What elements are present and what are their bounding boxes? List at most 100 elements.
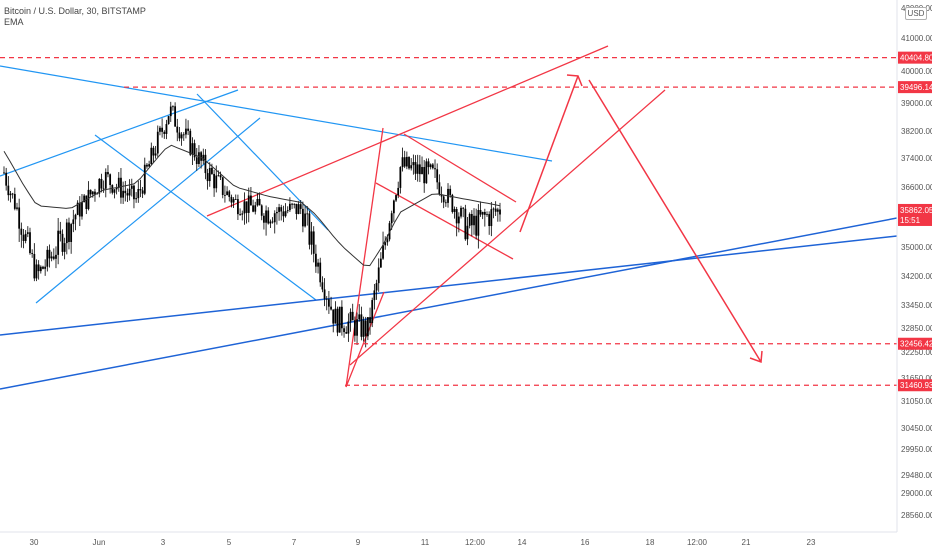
time-tick-label: 23: [807, 538, 816, 547]
price-tick-label: 37400.00: [901, 154, 932, 163]
candle-body: [169, 106, 172, 117]
candle-body: [198, 152, 200, 165]
price-tick-label: 40000.00: [901, 67, 932, 76]
candle-body: [180, 134, 183, 139]
candle-body: [353, 320, 356, 336]
bar-countdown-label: 15:51: [900, 216, 921, 225]
candle-body: [224, 194, 226, 196]
candle-body: [479, 210, 482, 215]
candle-body: [273, 213, 276, 223]
projection-up-arrow-line: [519, 75, 579, 233]
candle-body: [366, 317, 369, 337]
candle-body: [133, 185, 135, 200]
candle-body: [37, 264, 40, 272]
candle-body: [29, 232, 31, 254]
candle-body: [310, 231, 313, 245]
price-tick-label: 38200.00: [901, 127, 932, 136]
candle-body: [470, 213, 473, 226]
candle-body: [429, 164, 432, 168]
price-tick-label: 35000.00: [901, 243, 932, 252]
time-tick-label: 9: [356, 538, 361, 547]
candle-body: [200, 152, 203, 161]
red-rise-line-b: [345, 291, 385, 388]
price-tick-label: 32250.00: [901, 348, 932, 357]
candle-body: [91, 191, 94, 195]
candle-body: [165, 124, 168, 134]
candle-body: [57, 230, 60, 255]
candle-body: [375, 283, 378, 291]
candle-body: [206, 173, 209, 182]
candle-body: [44, 266, 47, 269]
candle-body: [317, 262, 319, 267]
candle-body: [245, 201, 248, 213]
candle-body: [42, 266, 44, 269]
descending-diagonal-line: [94, 134, 317, 301]
current-price-tag: [898, 203, 932, 226]
candle-body: [494, 208, 497, 212]
indicator-label: EMA: [4, 17, 24, 27]
price-tick-label: 39000.00: [901, 99, 932, 108]
symbol-title: Bitcoin / U.S. Dollar, 30, BITSTAMP: [4, 6, 146, 16]
candle-body: [141, 190, 144, 194]
price-tick-label: 32850.00: [901, 324, 932, 333]
red-flag-bottom: [375, 182, 514, 260]
price-tick-label: 41000.00: [901, 34, 932, 43]
candle-body: [260, 205, 263, 216]
candle-body: [373, 290, 376, 301]
price-tick-label: 34200.00: [901, 272, 932, 281]
time-tick-label: 21: [742, 538, 751, 547]
long-trend-line-lower: [0, 217, 898, 390]
candle-body: [282, 211, 285, 217]
candle-body: [150, 147, 153, 165]
candle-body: [20, 228, 23, 235]
candle-body: [308, 213, 311, 245]
candle-body: [24, 233, 27, 241]
price-axis[interactable]: 28560.00 29000.00 29480.00 29950.00 30450.00…: [896, 0, 932, 532]
candle-body: [100, 178, 103, 189]
candle-body: [122, 190, 125, 198]
candle-body: [124, 190, 127, 194]
candle-body: [334, 308, 337, 324]
candle-body: [72, 219, 75, 225]
candle-body: [31, 253, 34, 255]
candle-body: [113, 189, 116, 193]
candle-body: [87, 189, 90, 210]
candle-body: [269, 221, 272, 224]
price-tick-label: 28560.00: [901, 511, 932, 520]
candle-body: [115, 187, 118, 190]
candle-body: [226, 191, 228, 195]
price-level-tag: [898, 337, 932, 350]
candle-body: [89, 189, 92, 195]
candle-body: [347, 321, 350, 334]
currency-badge[interactable]: USD: [905, 7, 927, 20]
time-tick-label: 5: [227, 538, 232, 547]
candle-body: [135, 198, 138, 200]
candle-body: [278, 207, 280, 212]
candle-body: [475, 215, 478, 236]
candle-body: [130, 185, 133, 189]
candle-body: [301, 208, 304, 227]
time-tick-label: 30: [30, 538, 39, 547]
candle-body: [211, 167, 213, 174]
candle-body: [76, 202, 79, 215]
time-axis[interactable]: 30 Jun 3 5 7 9 11 12:00 14 16 18 12:00 21 23: [0, 531, 897, 547]
candle-body: [427, 161, 430, 168]
price-tick-label: 33450.00: [901, 301, 932, 310]
time-tick-label: 14: [518, 538, 527, 547]
candle-body: [323, 289, 326, 299]
candle-body: [403, 157, 406, 167]
candle-body: [371, 300, 374, 324]
candle-body: [185, 128, 187, 135]
candle-body: [98, 178, 101, 194]
candle-body: [364, 320, 367, 337]
candle-body: [289, 203, 291, 211]
candle-body: [208, 167, 211, 182]
candle-body: [85, 195, 88, 210]
candle-body: [468, 213, 471, 226]
candle-body: [191, 143, 194, 155]
candle-body: [284, 211, 287, 217]
red-channel-bottom: [349, 89, 666, 366]
candle-body: [174, 106, 177, 127]
upper-channel-line: [0, 89, 239, 177]
